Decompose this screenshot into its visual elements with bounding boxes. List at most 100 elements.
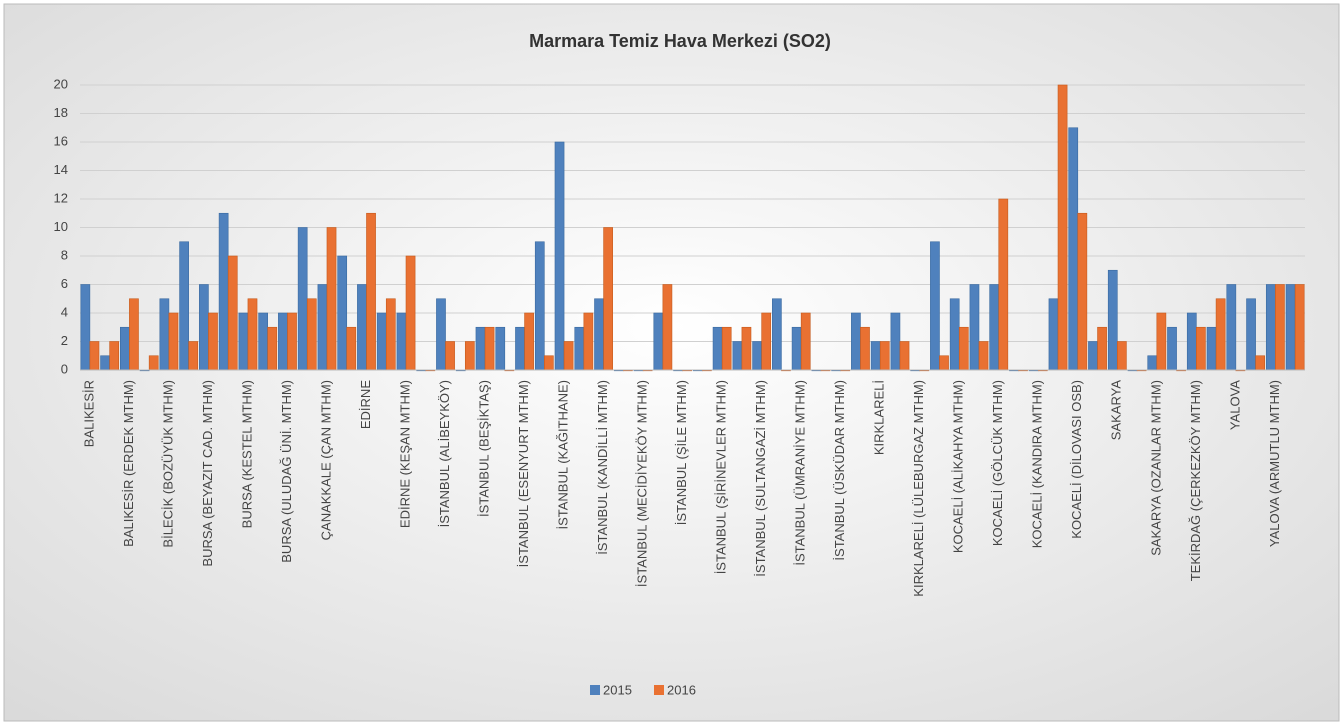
bar [247,298,258,371]
x-tick-label: İSTANBUL (ESENYURT MTHM) [516,380,531,567]
bar [899,341,910,371]
bar [376,312,387,371]
bar [218,212,229,371]
bar [930,241,940,371]
bar [603,227,613,371]
y-tick-label: 4 [61,304,68,319]
bar [396,312,407,371]
x-tick-label: ÇANAKKALE (ÇAN MTHM) [318,380,333,540]
x-tick-label: KOCAELİ (ALİKAHYA MTHM) [951,380,966,553]
x-tick-label: KOCAELİ (DİLOVASI OSB) [1069,380,1084,539]
bar [574,326,585,371]
bar [1077,212,1088,371]
bar [1088,341,1098,371]
bar [129,298,139,371]
bar [772,298,782,371]
bar [791,326,802,371]
bar [445,341,455,371]
x-tick-label: İSTANBUL (KANDİLLİ MTHM) [595,380,610,555]
bar [366,212,376,371]
bar [1048,298,1059,371]
x-tick-label: İSTANBUL (BEŞİKTAŞ) [476,380,491,517]
bar [159,298,170,371]
bar [969,284,980,371]
x-tick-label: İSTANBUL (ÜMRANİYE MTHM) [793,380,808,566]
bar [534,241,545,371]
legend-swatch [590,685,600,695]
bar [278,312,288,371]
bar [495,326,506,371]
bar [1265,284,1276,371]
x-tick-label: TEKİRDAĞ (ÇERKEZKÖY MTHM) [1188,380,1203,581]
bar [109,341,120,371]
bar [1186,312,1197,371]
y-tick-label: 10 [54,219,68,234]
x-tick-label: BİLECİK (BOZÜYÜK MTHM) [160,380,175,548]
bar [89,341,100,371]
bar [583,312,594,371]
y-tick-label: 0 [61,361,68,376]
bar [464,341,475,371]
x-tick-label: KIRKLARELİ [872,380,887,455]
x-tick-label: İSTANBUL (ALİBEYKÖY) [437,380,452,527]
bar [306,298,317,371]
bar [1255,355,1265,371]
bar [227,255,238,371]
x-tick-label: BALIKESİR (ERDEK MTHM) [121,380,136,547]
x-tick-label: BURSA (BEYAZIT CAD. MTHM) [200,380,215,567]
x-tick-label: KIRKLARELİ (LÜLEBURGAZ MTHM) [911,380,926,597]
bar [978,341,989,371]
bar [357,284,367,371]
bar [317,284,328,371]
bar [405,255,416,371]
bar [594,298,604,371]
bar [267,326,278,371]
bar [800,312,811,371]
bar [1215,298,1226,371]
bar [1156,312,1167,371]
bar [287,312,297,371]
y-tick-label: 18 [54,105,68,120]
x-tick-label: BURSA (ULUDAĞ ÜNİ. MTHM) [279,380,294,563]
bar [712,326,723,371]
x-tick-label: EDİRNE (KEŞAN MTHM) [397,380,412,528]
bar [1107,269,1118,371]
y-tick-label: 6 [61,276,68,291]
bar [436,298,446,371]
bar [544,355,554,371]
bar [346,326,357,371]
bar [297,227,308,371]
bar [1196,326,1206,371]
bar [741,326,752,371]
x-tick-label: YALOVA [1227,380,1242,430]
x-tick-label: İSTANBUL (SULTANGAZİ MTHM) [753,380,768,577]
x-tick-label: İSTANBUL (ŞİLE MTHM) [674,380,689,525]
y-tick-label: 8 [61,247,68,262]
bar [208,312,218,371]
x-tick-label: YALOVA (ARMUTLU MTHM) [1267,380,1282,547]
bar [860,326,870,371]
bar [870,341,881,371]
bar [179,241,189,371]
x-tick-label: SAKARYA [1109,380,1124,441]
bar [199,284,209,371]
x-tick-label: İSTANBUL (ÜSKÜDAR MTHM) [832,380,847,561]
x-tick-label: İSTANBUL (KAĞITHANE) [556,380,571,530]
x-tick-label: EDİRNE [358,380,373,429]
bar [524,312,534,371]
y-tick-label: 14 [54,162,68,177]
x-tick-label: İSTANBUL (ŞİRİNEVLER MTHM) [714,380,729,574]
legend-label: 2015 [603,682,632,697]
bar [721,326,732,371]
x-tick-label: SAKARYA (OZANLAR MTHM) [1148,380,1163,556]
bar [168,312,179,371]
bar [188,341,199,371]
chart-title: Marmara Temiz Hava Merkezi (SO2) [529,31,831,51]
bar [1206,326,1217,371]
bar [1097,326,1107,371]
bar [752,341,762,371]
legend-swatch [654,685,664,695]
bar [989,284,1000,371]
bar [890,312,901,371]
bar [120,326,130,371]
